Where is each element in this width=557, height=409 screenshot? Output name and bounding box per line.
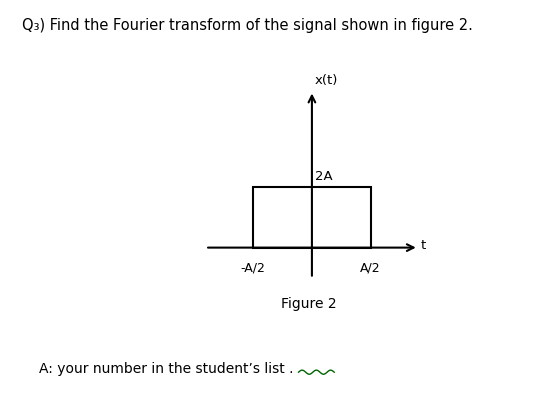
Text: -A/2: -A/2 — [241, 262, 266, 275]
Text: A/2: A/2 — [360, 262, 381, 275]
Text: t: t — [421, 239, 426, 252]
Bar — [253, 187, 370, 247]
Text: 2A: 2A — [315, 171, 333, 184]
Text: Q₃) Find the Fourier transform of the signal shown in figure 2.: Q₃) Find the Fourier transform of the si… — [22, 18, 473, 34]
Text: A: your number in the student’s list .: A: your number in the student’s list . — [39, 362, 294, 376]
Text: x(t): x(t) — [315, 74, 338, 88]
Text: Figure 2: Figure 2 — [281, 297, 337, 310]
